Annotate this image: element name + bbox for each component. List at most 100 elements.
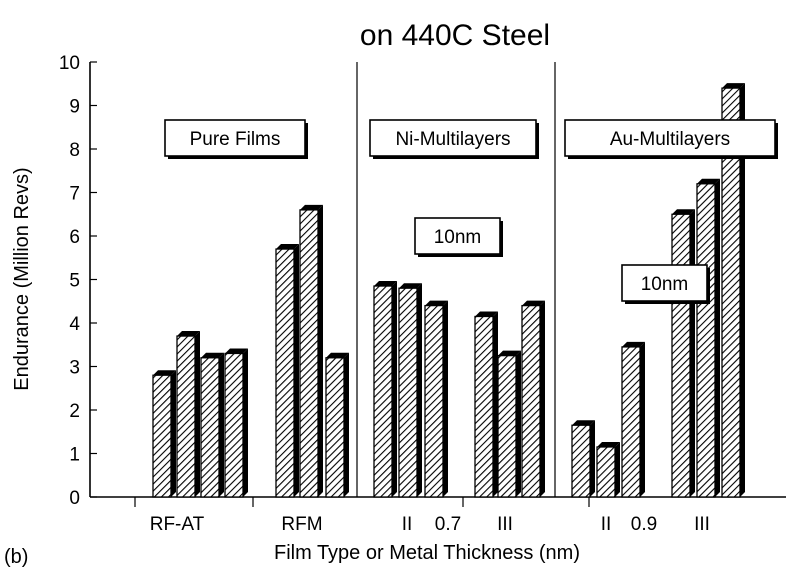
bar-top: [622, 341, 645, 347]
bar-top: [522, 300, 545, 306]
bar-face: [596, 446, 616, 498]
section-label-box-frame: [164, 119, 306, 157]
x-tick-label: III: [694, 514, 710, 535]
bar-face: [373, 285, 393, 498]
x-tick-label: RFM: [281, 514, 322, 535]
bar-top: [722, 83, 745, 89]
bar-face: [696, 183, 716, 498]
bar-top: [572, 420, 595, 426]
bar-side: [417, 283, 422, 497]
bar-top: [399, 283, 422, 289]
y-tick-label: 10: [59, 53, 80, 74]
bar: [474, 311, 498, 498]
section-label-box: Pure Films: [164, 119, 308, 159]
bar-side: [715, 178, 720, 498]
y-tick-label: 3: [69, 358, 80, 379]
x-tick-label: II: [402, 514, 413, 535]
bar-top: [498, 350, 521, 356]
bar-side: [443, 300, 448, 497]
bar-top: [672, 209, 695, 215]
bar: [398, 283, 422, 498]
bar: [621, 341, 645, 498]
bar-face: [176, 335, 196, 498]
thickness-note-box-frame: [621, 264, 708, 302]
bar-top: [153, 370, 176, 376]
bar: [299, 204, 323, 498]
bar-top: [225, 348, 248, 354]
bar-side: [690, 209, 695, 497]
x-axis-label: Film Type or Metal Thickness (nm): [274, 542, 580, 564]
bar-top: [300, 204, 323, 210]
bar-face: [299, 209, 319, 498]
section-label-box: Au-Multilayers: [564, 119, 778, 159]
bar-face: [571, 424, 591, 498]
bar-side: [590, 420, 595, 497]
bar-top: [597, 441, 620, 447]
bar-side: [318, 204, 323, 497]
section-label-box-frame: [564, 119, 776, 157]
bar-side: [615, 441, 620, 497]
y-tick-label: 7: [69, 184, 80, 205]
bar: [571, 420, 595, 498]
y-axis-ticks: 0 1 2 3 4 5 6 7 8 9 10: [59, 53, 97, 509]
bar: [696, 178, 720, 498]
section-label-box: Ni-Multilayers: [369, 119, 539, 159]
bar: [176, 331, 200, 498]
chart-title: on 440C Steel: [360, 19, 550, 52]
bar-side: [294, 244, 299, 497]
bars: [152, 83, 745, 498]
bar-side: [344, 352, 349, 497]
x-tick-label: II: [601, 514, 612, 535]
y-tick-label: 8: [69, 140, 80, 161]
bar-top: [276, 244, 299, 250]
bar: [424, 300, 448, 498]
bar: [721, 83, 745, 498]
thickness-note-box-text: 10nm: [434, 227, 482, 248]
bar-face: [671, 213, 691, 498]
bar-side: [516, 350, 521, 497]
bar-side: [243, 348, 248, 497]
y-tick-label: 9: [69, 97, 80, 118]
bar: [671, 209, 695, 498]
thickness-note-box: 10nm: [621, 264, 710, 304]
y-tick-label: 6: [69, 227, 80, 248]
bar-side: [740, 83, 745, 497]
bar-face: [474, 315, 494, 498]
bar-face: [521, 304, 541, 498]
bar-side: [195, 331, 200, 497]
bar-face: [325, 357, 345, 498]
bar-side: [640, 341, 645, 497]
bar: [596, 441, 620, 498]
bar-face: [275, 248, 295, 498]
bar: [152, 370, 176, 498]
bar-face: [200, 357, 220, 498]
bar-face: [424, 304, 444, 498]
x-axis-ticks: RF-AT RFM II 0.7 III II 0.9 III: [134, 497, 710, 535]
section-label-box-text: Pure Films: [190, 129, 281, 150]
thickness-note-box-frame: [414, 217, 501, 255]
bar-top: [374, 281, 397, 287]
panel-label: (b): [4, 546, 28, 568]
bar: [325, 352, 349, 498]
x-tick-label: III: [497, 514, 513, 535]
y-tick-label: 5: [69, 271, 80, 292]
bar-top: [425, 300, 448, 306]
y-tick-label: 4: [69, 314, 80, 335]
y-tick-label: 0: [69, 488, 80, 509]
bar-side: [540, 300, 545, 497]
bar-side: [171, 370, 176, 497]
bar-top: [177, 331, 200, 337]
bar: [497, 350, 521, 498]
bar-top: [697, 178, 720, 184]
bar-side: [493, 311, 498, 497]
bar-face: [398, 287, 418, 498]
y-tick-label: 2: [69, 401, 80, 422]
bar-side: [219, 352, 224, 497]
bar: [224, 348, 248, 498]
bar-face: [224, 352, 244, 498]
bar-top: [475, 311, 498, 317]
bar: [521, 300, 545, 498]
bar-top: [201, 352, 224, 358]
thickness-note-box: 10nm: [414, 217, 503, 257]
x-tick-label: 0.7: [435, 514, 461, 535]
